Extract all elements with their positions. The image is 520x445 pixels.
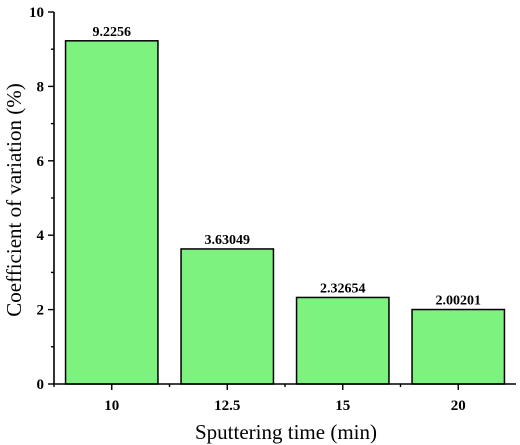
data-label-20: 2.00201 xyxy=(436,294,482,309)
bar-15 xyxy=(295,296,390,385)
y-axis-title: Coefficient of variation (%) xyxy=(2,83,26,316)
x-tick-label-12.5: 12.5 xyxy=(214,398,240,414)
x-tick-label-15: 15 xyxy=(335,398,350,414)
data-label-15: 2.32654 xyxy=(320,281,366,296)
bar-20 xyxy=(411,308,506,385)
y-tick-label-10: 10 xyxy=(29,5,44,21)
axes-layer: 0 2 4 6 8 10 10 12.5 15 20 xyxy=(29,5,516,414)
y-tick-label-8: 8 xyxy=(37,79,45,95)
bars-layer xyxy=(64,40,506,385)
x-tick-label-10: 10 xyxy=(104,398,119,414)
data-labels-layer: 9.2256 3.63049 2.32654 2.00201 xyxy=(93,25,482,309)
x-axis-title: Sputtering time (min) xyxy=(195,420,377,444)
y-tick-label-0: 0 xyxy=(37,377,45,393)
y-tick-label-4: 4 xyxy=(37,228,45,244)
data-label-10: 9.2256 xyxy=(93,25,132,40)
bar-10 xyxy=(64,40,159,385)
y-tick-label-6: 6 xyxy=(37,154,45,170)
y-tick-label-2: 2 xyxy=(37,303,45,319)
x-tick-label-20: 20 xyxy=(451,398,466,414)
bar-12.5 xyxy=(180,248,275,385)
data-label-12.5: 3.63049 xyxy=(205,233,251,248)
